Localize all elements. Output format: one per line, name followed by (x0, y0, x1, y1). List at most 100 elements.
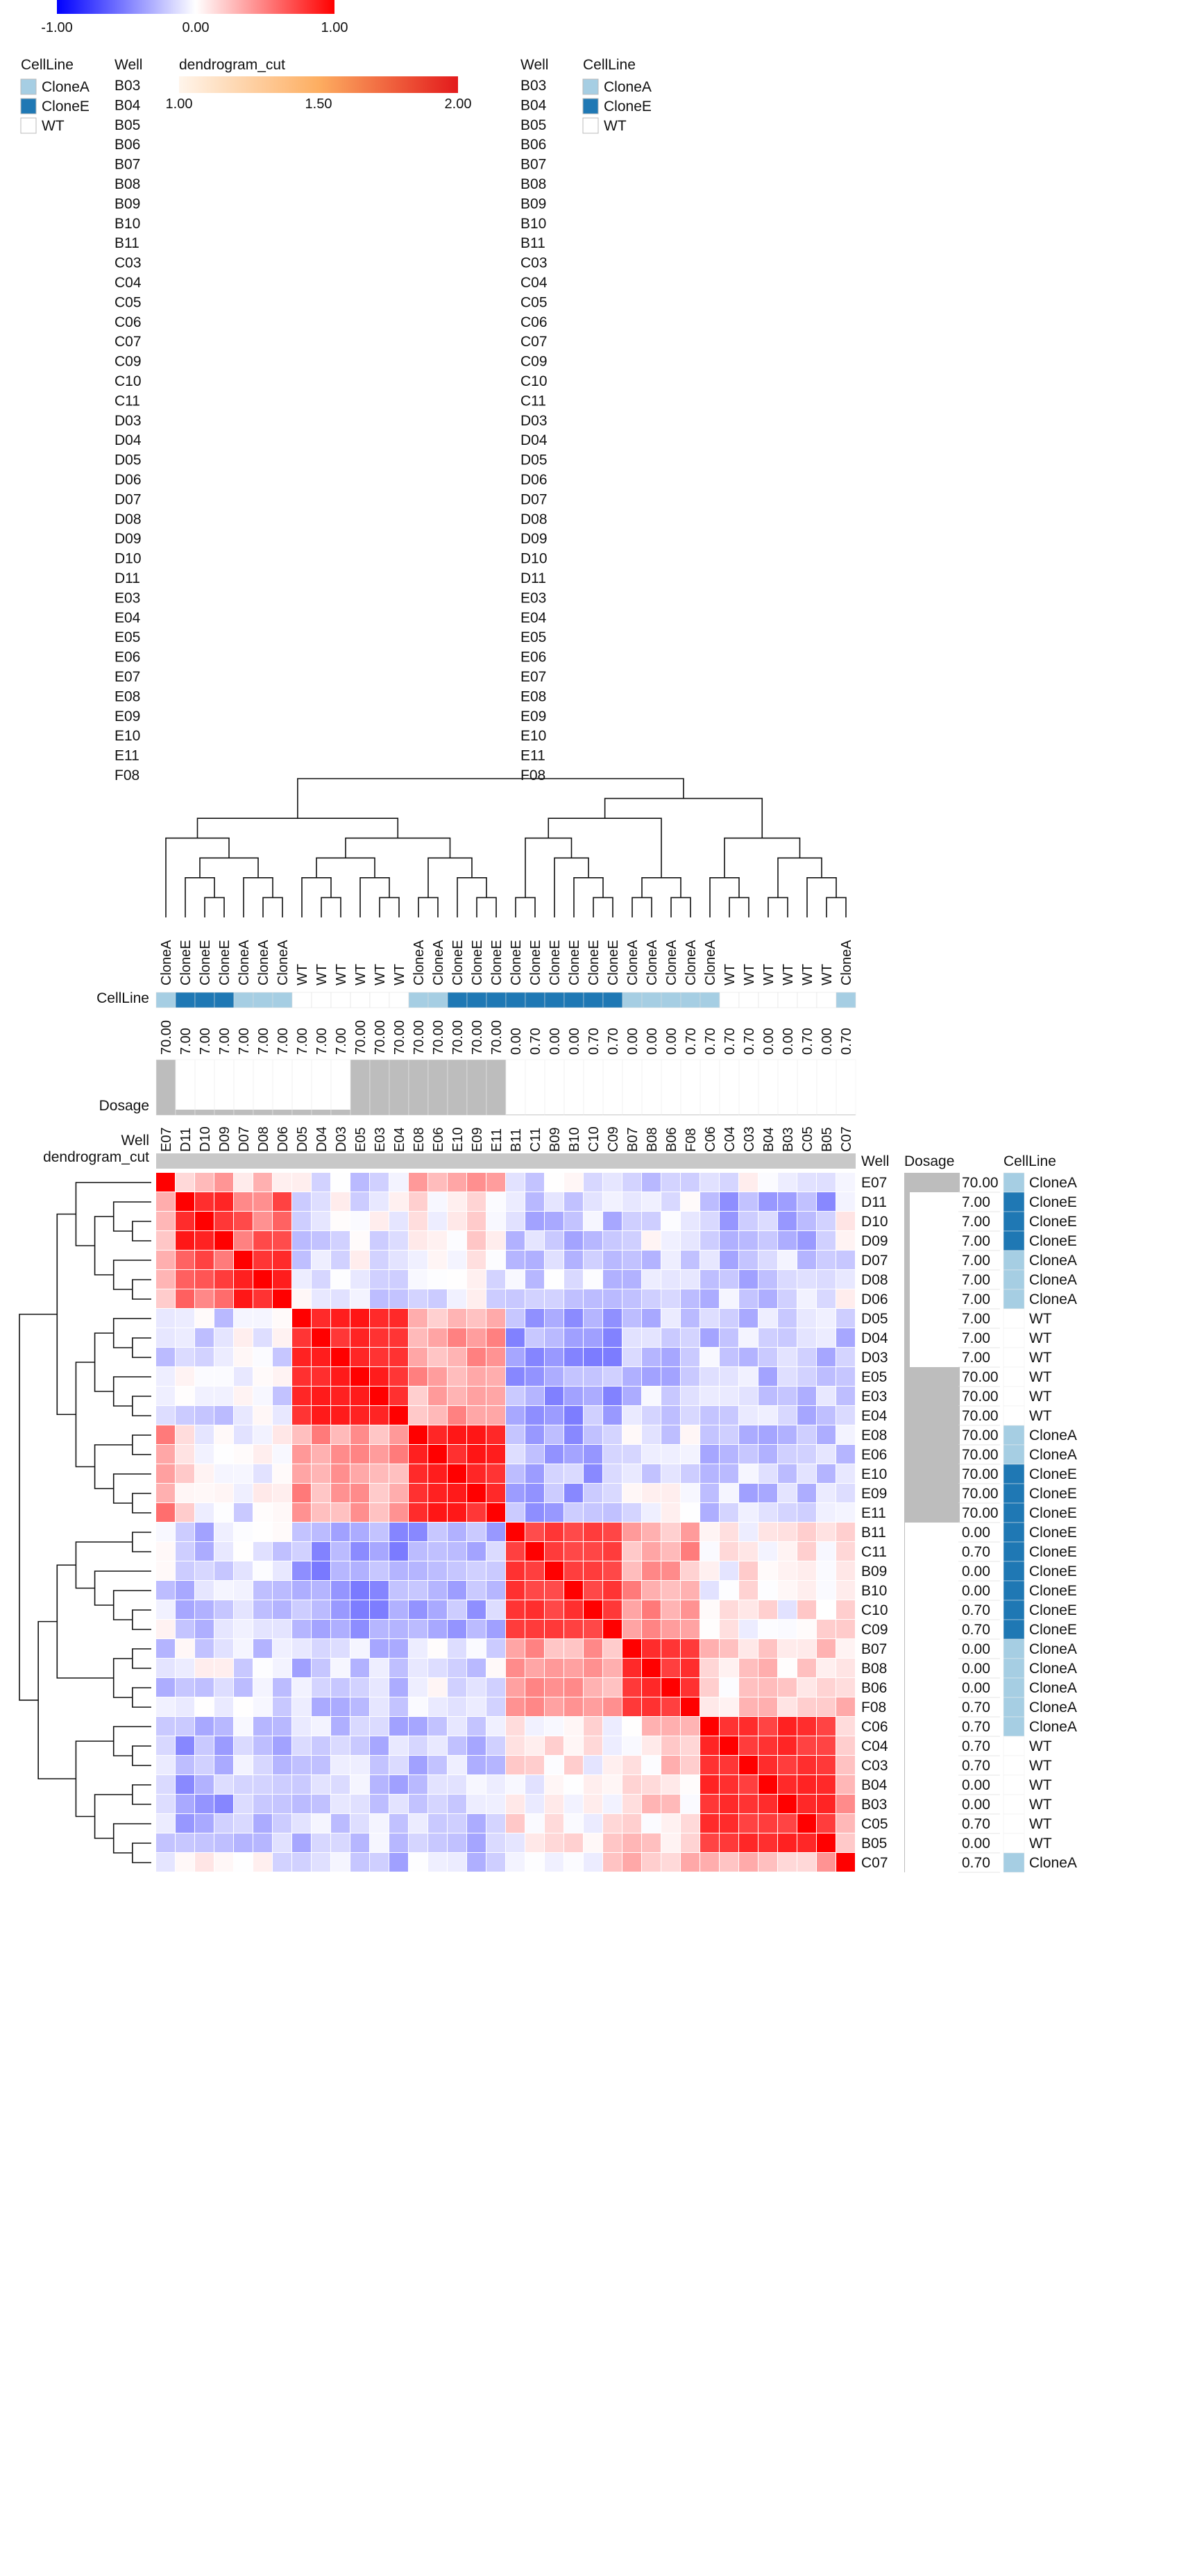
heatmap-cell (778, 1289, 797, 1308)
heatmap-cell (331, 1387, 350, 1405)
heatmap-cell (292, 1523, 311, 1541)
heatmap-cell (273, 1600, 291, 1619)
heatmap-cell (506, 1639, 525, 1658)
well-legend-item-left: B07 (115, 157, 140, 173)
heatmap-cell (836, 1270, 855, 1289)
heatmap-cell (409, 1445, 427, 1464)
heatmap-cell (273, 1270, 291, 1289)
heatmap-cell (545, 1600, 563, 1619)
heatmap-cell (370, 1484, 389, 1502)
heatmap-cell (720, 1289, 738, 1308)
heatmap-cell (545, 1814, 563, 1833)
heatmap-cell (603, 1387, 622, 1405)
row-cellline-label: CloneA (1029, 1272, 1077, 1288)
well-legend-item-right: B07 (520, 157, 546, 173)
heatmap-cell (681, 1328, 700, 1347)
heatmap-cell (584, 1251, 602, 1269)
heatmap-cell (545, 1523, 563, 1541)
column-dosage-label: 0.00 (548, 1028, 563, 1055)
well-legend-item-right: C09 (520, 354, 548, 370)
heatmap-cell (176, 1464, 194, 1483)
heatmap-cell (681, 1367, 700, 1386)
dendrogram-cut-legend-title: dendrogram_cut (179, 57, 285, 73)
heatmap-cell (797, 1795, 816, 1813)
heatmap-cell (797, 1736, 816, 1755)
heatmap-cell (176, 1484, 194, 1502)
row-dosage-label: 70.00 (962, 1408, 999, 1424)
heatmap-cell (506, 1425, 525, 1444)
heatmap-cell (836, 1348, 855, 1366)
column-cellline-label: WT (295, 964, 310, 985)
heatmap-cell (448, 1756, 466, 1774)
heatmap-cell (642, 1600, 661, 1619)
heatmap-cell (778, 1853, 797, 1872)
heatmap-cell (156, 1503, 175, 1522)
heatmap-cell (350, 1853, 369, 1872)
heatmap-cell (661, 1212, 680, 1230)
column-cellline-label: CloneE (567, 940, 582, 985)
heatmap-cell (292, 1445, 311, 1464)
heatmap-cell (720, 1387, 738, 1405)
row-dosage-bar (904, 1523, 905, 1542)
heatmap-cell (584, 1523, 602, 1541)
heatmap-cell (409, 1406, 427, 1425)
column-cellline-cell (505, 992, 526, 1008)
heatmap-cell (778, 1581, 797, 1600)
heatmap-cell (486, 1659, 505, 1677)
column-well-label: E10 (450, 1127, 466, 1152)
heatmap-cell (389, 1328, 408, 1347)
heatmap-cell (234, 1348, 253, 1366)
heatmap-cell (739, 1814, 758, 1833)
heatmap-cell (273, 1212, 291, 1230)
heatmap-cell (506, 1853, 525, 1872)
row-dosage-bar (904, 1464, 960, 1484)
heatmap-cell (214, 1328, 233, 1347)
heatmap-cell (836, 1697, 855, 1716)
row-dosage-bar (904, 1445, 960, 1464)
heatmap-cell (603, 1212, 622, 1230)
heatmap-cell (642, 1328, 661, 1347)
heatmap-cell (486, 1445, 505, 1464)
row-well-label: B10 (861, 1583, 887, 1599)
heatmap-cell (681, 1309, 700, 1328)
heatmap-cell (467, 1814, 486, 1833)
row-dosage-label: 0.00 (962, 1680, 990, 1696)
column-well-label: C03 (742, 1126, 757, 1152)
heatmap-cell (584, 1406, 602, 1425)
row-dosage-bar (904, 1678, 905, 1697)
heatmap-cell (681, 1717, 700, 1736)
heatmap-cell (312, 1484, 330, 1502)
heatmap-cell (758, 1639, 777, 1658)
column-dosage-label: 70.00 (431, 1020, 446, 1055)
column-cellline-cell (583, 992, 604, 1008)
heatmap-cell (603, 1561, 622, 1580)
heatmap-cell (331, 1542, 350, 1561)
heatmap-cell (525, 1678, 544, 1697)
heatmap-cell (253, 1328, 272, 1347)
dendrogram-cut-bar (156, 1153, 856, 1169)
heatmap-cell (506, 1659, 525, 1677)
heatmap-cell (312, 1639, 330, 1658)
row-cellline-cell (1003, 1405, 1025, 1426)
well-legend-item-right: D08 (520, 511, 548, 527)
row-well-label: B11 (861, 1525, 886, 1541)
heatmap-cell (428, 1231, 447, 1250)
row-well-label: D07 (861, 1253, 888, 1269)
column-cellline-label: CloneA (839, 940, 854, 985)
heatmap-cell (389, 1173, 408, 1192)
heatmap-cell (797, 1503, 816, 1522)
heatmap-cell (622, 1853, 641, 1872)
heatmap-cell (564, 1561, 583, 1580)
row-well-label: D10 (861, 1214, 888, 1230)
row-cellline-label: CloneE (1029, 1602, 1077, 1618)
heatmap-cell (409, 1348, 427, 1366)
heatmap-cell (467, 1697, 486, 1716)
heatmap-cell (739, 1387, 758, 1405)
heatmap-cell (700, 1348, 719, 1366)
heatmap-cell (370, 1756, 389, 1774)
column-dosage-frame (233, 1059, 254, 1116)
heatmap-cell (292, 1387, 311, 1405)
well-legend-item-right: C03 (520, 255, 548, 271)
heatmap-cell (176, 1697, 194, 1716)
well-legend-item-right: D05 (520, 452, 548, 468)
